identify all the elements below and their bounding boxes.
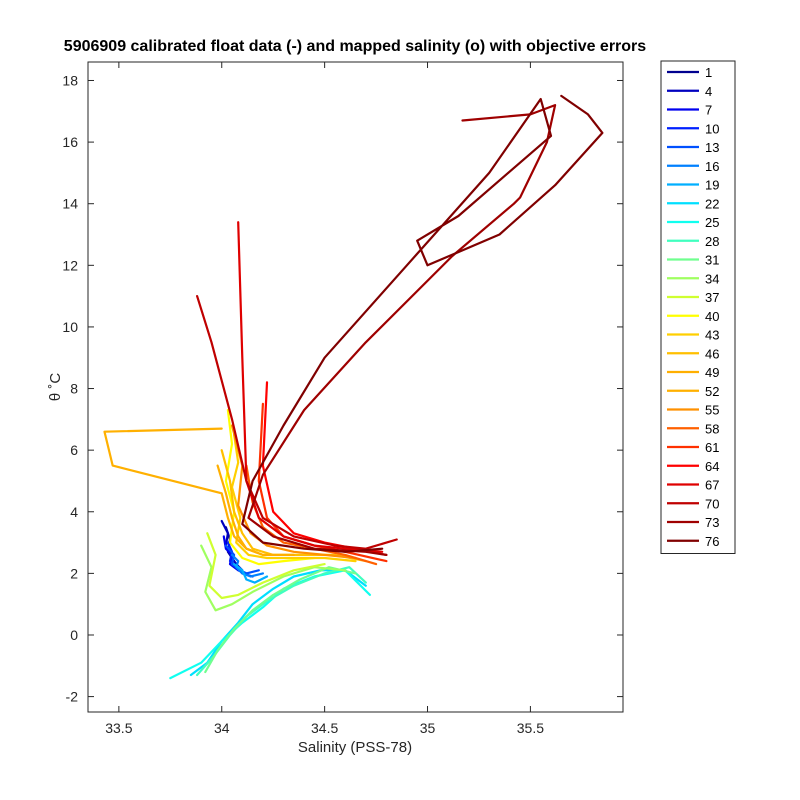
- legend-label-16: 16: [705, 159, 719, 174]
- series-line-43: [230, 433, 357, 563]
- legend-label-34: 34: [705, 271, 719, 286]
- legend-label-67: 67: [705, 478, 719, 493]
- series-line-37: [206, 532, 326, 600]
- series-line-52: [103, 427, 264, 557]
- legend-label-22: 22: [705, 196, 719, 211]
- legend-label-64: 64: [705, 459, 719, 474]
- y-tick-label: 12: [62, 257, 78, 273]
- legend-label-61: 61: [705, 440, 719, 455]
- series-line-25: [169, 569, 371, 680]
- x-tick-label: 33.5: [105, 720, 132, 736]
- y-tick-label: 6: [70, 442, 78, 458]
- legend-label-46: 46: [705, 346, 719, 361]
- legend-label-58: 58: [705, 421, 719, 436]
- legend-label-37: 37: [705, 290, 719, 305]
- x-tick-label: 35.5: [517, 720, 544, 736]
- y-axis: -2 0 2 4 6 8 10 12 14 16 18: [62, 72, 623, 705]
- legend-label-19: 19: [705, 178, 719, 193]
- series-line-34: [200, 544, 347, 612]
- legend-label-13: 13: [705, 140, 719, 155]
- y-tick-label: 0: [70, 627, 78, 643]
- y-tick-label: 14: [62, 196, 78, 212]
- legend-label-73: 73: [705, 515, 719, 530]
- series-line-16: [230, 553, 264, 578]
- legend-label-40: 40: [705, 309, 719, 324]
- legend-box: [660, 60, 736, 554]
- series-line-76: [241, 94, 604, 553]
- legend: 1 4 7 10 13 16 19 22 25 28 31 34 37 40 43 46 49 52 55 58 61 6…: [660, 60, 736, 554]
- series-line-19: [233, 562, 269, 584]
- x-axis: 33.5 34 34.5 35 35.5: [105, 62, 544, 736]
- legend-label-4: 4: [705, 84, 712, 99]
- y-tick-label: 10: [62, 319, 78, 335]
- y-tick-label: 16: [62, 134, 78, 150]
- y-tick-label: 18: [62, 72, 78, 88]
- x-tick-label: 34: [214, 720, 230, 736]
- legend-label-28: 28: [705, 234, 719, 249]
- legend-label-52: 52: [705, 384, 719, 399]
- x-axis-label: Salinity (PSS-78): [298, 739, 412, 756]
- y-tick-label: -2: [66, 689, 79, 705]
- series-line-70: [196, 295, 398, 550]
- legend-label-7: 7: [705, 103, 712, 118]
- series-line-40: [224, 409, 316, 566]
- series-line-31: [204, 566, 357, 674]
- chart-title: 5906909 calibrated float data (-) and ma…: [64, 38, 646, 55]
- legend-label-10: 10: [705, 121, 719, 136]
- plot-lines: [103, 94, 604, 680]
- legend-label-49: 49: [705, 365, 719, 380]
- legend-label-76: 76: [705, 534, 719, 549]
- legend-label-25: 25: [705, 215, 719, 230]
- y-tick-label: 8: [70, 381, 78, 397]
- axes-box: [87, 61, 624, 713]
- legend-label-43: 43: [705, 328, 719, 343]
- y-tick-label: 2: [70, 565, 78, 581]
- y-axis-label: θ ˚C: [47, 373, 64, 402]
- series-line-67: [237, 221, 384, 553]
- legend-label-31: 31: [705, 253, 719, 268]
- y-tick-label: 4: [70, 504, 78, 520]
- legend-label-55: 55: [705, 403, 719, 418]
- series-line-73: [247, 103, 557, 557]
- x-tick-label: 35: [420, 720, 436, 736]
- legend-label-1: 1: [705, 65, 712, 80]
- legend-label-70: 70: [705, 496, 719, 511]
- x-tick-label: 34.5: [311, 720, 338, 736]
- series-line-22: [189, 569, 367, 677]
